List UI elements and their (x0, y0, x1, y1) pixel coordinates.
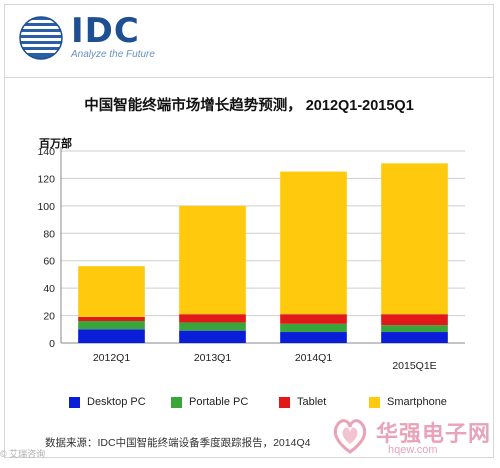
bar-segment (179, 330, 246, 343)
brand-name: IDC (71, 11, 140, 51)
y-tick-label: 120 (37, 173, 55, 185)
legend-label: Desktop PC (87, 396, 146, 408)
bar-segment (280, 314, 347, 324)
y-axis-unit-label: 百万部 (39, 138, 72, 150)
y-tick-label: 100 (37, 201, 55, 213)
y-tick-label: 20 (43, 311, 55, 323)
header: IDC Analyze the Future (5, 5, 493, 75)
watermark-right: 华强电子网 hqew.com (326, 416, 496, 460)
bar-segment (179, 314, 246, 323)
bar-segment (381, 325, 448, 333)
y-tick-label: 60 (43, 256, 55, 268)
legend-swatch (69, 397, 80, 408)
bar-segment (381, 332, 448, 343)
bar-segment (179, 322, 246, 331)
chart-frame: IDC Analyze the Future 中国智能终端市场增长趋势预测， 2… (4, 4, 494, 458)
source-note: 数据来源：IDC中国智能终端设备季度跟踪报告，2014Q4 (45, 437, 311, 449)
x-tick-label: 2014Q1 (295, 352, 333, 364)
legend-label: Smartphone (387, 396, 447, 408)
x-tick-label: 2013Q1 (194, 352, 232, 364)
chart-title: 中国智能终端市场增长趋势预测， 2012Q1-2015Q1 (84, 98, 414, 114)
header-divider (5, 77, 493, 78)
legend-label: Tablet (297, 396, 327, 408)
bar-segment (280, 323, 347, 333)
y-tick-label: 140 (37, 146, 55, 158)
bar-segment (381, 163, 448, 315)
y-tick-label: 0 (49, 338, 55, 350)
bar-segment (280, 332, 347, 343)
bar-segment (381, 314, 448, 326)
watermark-brand: 华强电子网 (376, 421, 492, 446)
hqew-logo-icon (333, 419, 367, 454)
bar-segment (280, 171, 347, 315)
y-tick-label: 40 (43, 283, 55, 295)
watermark-url: hqew.com (388, 444, 438, 456)
bar-segment (78, 316, 145, 322)
legend-swatch (279, 397, 290, 408)
bar-segment (78, 266, 145, 317)
bar-segment (179, 205, 246, 315)
bar-segment (78, 329, 145, 343)
y-tick-label: 80 (43, 228, 55, 240)
legend-swatch (171, 397, 182, 408)
x-tick-label: 2015Q1E (392, 360, 436, 372)
brand-tagline: Analyze the Future (71, 49, 155, 60)
legend-label: Portable PC (189, 396, 249, 408)
watermark-left: © 艾瑞咨询 (0, 449, 46, 459)
idc-globe-logo-icon (19, 16, 63, 60)
x-tick-label: 2012Q1 (93, 352, 131, 364)
legend-swatch (369, 397, 380, 408)
bar-segment (78, 321, 145, 330)
stacked-bar-chart: 0 20 40 60 80 100 120 140 2012Q1 2013Q1 2014Q1 2015… (37, 146, 465, 372)
